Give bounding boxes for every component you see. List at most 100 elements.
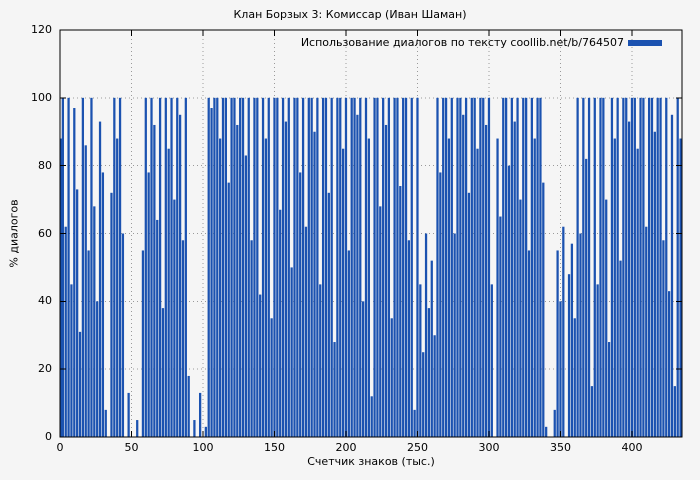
bar <box>619 260 622 437</box>
bar <box>476 148 479 437</box>
bar <box>161 308 165 437</box>
bar <box>70 284 73 437</box>
bar <box>287 97 290 437</box>
bar <box>384 124 388 437</box>
bar <box>525 97 528 437</box>
y-tick-label: 120 <box>31 23 52 36</box>
bar <box>627 121 631 437</box>
bar <box>87 250 90 437</box>
bar <box>464 97 468 437</box>
bar <box>347 250 350 437</box>
bar <box>210 108 213 437</box>
bar <box>668 291 671 437</box>
bar <box>207 97 210 437</box>
bar <box>502 97 505 437</box>
bar <box>276 97 279 437</box>
bar <box>333 342 336 437</box>
bar <box>313 131 316 437</box>
bar <box>545 426 548 437</box>
bar <box>413 409 416 437</box>
bar <box>339 97 342 437</box>
bar <box>622 97 625 437</box>
bar <box>216 97 219 437</box>
bar <box>101 172 105 437</box>
bar <box>224 97 227 437</box>
bar <box>645 226 648 437</box>
bar <box>307 97 310 437</box>
bar <box>670 114 674 437</box>
bar <box>304 226 308 437</box>
bar <box>90 97 93 437</box>
bar <box>462 114 465 437</box>
bar <box>673 386 676 437</box>
y-tick-label: 60 <box>38 226 52 240</box>
bar <box>310 97 313 437</box>
bar <box>482 97 485 437</box>
x-axis-label: Счетчик знаков (тыс.) <box>307 455 435 468</box>
bar <box>73 108 76 437</box>
bar <box>330 97 333 437</box>
bar <box>593 97 596 437</box>
x-tick-label: 350 <box>549 441 571 454</box>
bar <box>267 97 270 437</box>
bar <box>193 420 196 437</box>
bar <box>562 226 565 437</box>
bar <box>118 97 122 437</box>
bar <box>281 97 285 437</box>
bar <box>399 186 402 437</box>
y-tick-label: 20 <box>38 362 52 376</box>
bar <box>450 97 453 437</box>
bar <box>639 97 642 437</box>
bar <box>585 158 588 437</box>
y-tick-label: 0 <box>45 430 52 443</box>
x-tick-label: 50 <box>124 441 139 454</box>
bar <box>553 409 556 437</box>
bar <box>587 97 591 437</box>
bar <box>273 97 276 437</box>
bar <box>410 97 413 437</box>
bar <box>570 243 574 437</box>
bar <box>496 138 499 437</box>
bar <box>96 301 99 437</box>
bar <box>625 97 628 437</box>
bar <box>350 97 353 437</box>
bar <box>110 192 113 437</box>
bar <box>261 97 265 437</box>
bar <box>439 172 442 437</box>
bar <box>636 148 639 437</box>
bar <box>444 97 448 437</box>
bar <box>290 267 293 437</box>
bar <box>299 172 302 437</box>
bar <box>507 165 511 437</box>
bar <box>499 216 502 437</box>
bar <box>510 97 513 437</box>
bar <box>647 97 651 437</box>
bar <box>98 121 102 437</box>
bar <box>653 131 656 437</box>
bar <box>324 97 328 437</box>
bar <box>176 97 179 437</box>
bar <box>127 392 130 437</box>
bar <box>198 392 202 437</box>
bar <box>436 97 439 437</box>
x-tick-label: 100 <box>192 441 214 454</box>
bar <box>184 97 187 437</box>
bar <box>344 97 348 437</box>
bar <box>596 284 599 437</box>
bar <box>607 342 611 437</box>
bar <box>642 97 645 437</box>
bar <box>221 97 225 437</box>
bar <box>359 97 362 437</box>
bar <box>599 97 602 437</box>
bar <box>542 182 545 437</box>
bar <box>387 97 391 437</box>
bar <box>416 97 419 437</box>
bar <box>650 97 654 437</box>
bar <box>556 250 559 437</box>
bar <box>170 97 173 437</box>
bar <box>104 409 107 437</box>
bar <box>659 97 662 437</box>
bar <box>239 97 242 437</box>
bar <box>490 284 493 437</box>
x-tick-label: 400 <box>621 441 643 454</box>
